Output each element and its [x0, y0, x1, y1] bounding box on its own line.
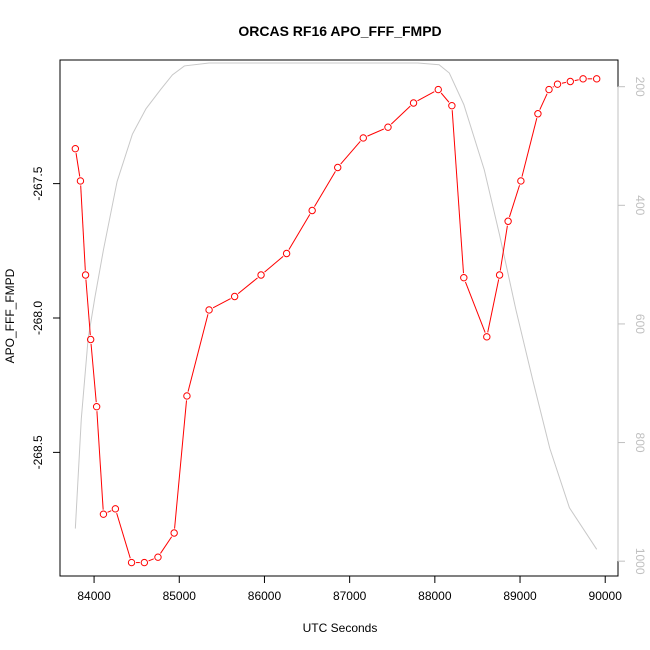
series-segment: [521, 117, 538, 177]
series-segment: [390, 105, 411, 125]
x-tick-label: 86000: [248, 589, 282, 603]
secondary-series-line: [74, 62, 598, 550]
data-point: [76, 177, 85, 185]
y-tick-label: -268.5: [31, 435, 45, 469]
data-point: [545, 85, 553, 94]
data-point: [99, 510, 108, 518]
data-point: [448, 101, 456, 110]
series-segment: [487, 279, 500, 333]
series-segment: [212, 298, 231, 309]
data-point: [170, 529, 178, 537]
series-segment: [552, 86, 554, 88]
series-segment: [288, 214, 311, 250]
data-point: [359, 134, 367, 142]
series-segments: [75, 78, 593, 564]
data-point: [257, 271, 265, 279]
y-tick-label: -268.0: [31, 301, 45, 335]
data-point: [566, 77, 574, 86]
data-point: [140, 558, 149, 567]
series-segment: [464, 281, 486, 333]
data-point: [504, 217, 512, 225]
series-segment: [417, 91, 435, 102]
x-tick-label: 87000: [333, 589, 367, 603]
series-segment: [499, 225, 508, 271]
data-point: [334, 163, 342, 172]
series-segment: [160, 536, 173, 554]
data-point: [230, 292, 239, 301]
series-segment: [90, 343, 97, 403]
data-point: [434, 85, 442, 94]
data-point: [495, 271, 504, 279]
data-point: [86, 335, 95, 344]
series-segment: [367, 128, 385, 137]
x-tick-label: 84000: [77, 589, 111, 603]
series-points: [71, 75, 601, 567]
series-segment: [174, 400, 188, 529]
y-tick-label: -267.5: [31, 166, 45, 200]
secondary-y-axis: 200 400 600 800 1000: [617, 77, 647, 575]
data-point: [127, 558, 136, 567]
data-point: [308, 206, 316, 215]
data-point: [282, 249, 291, 258]
chart-title: ORCAS RF16 APO_FFF_FMPD: [238, 23, 441, 39]
series-segment: [340, 141, 361, 165]
x-axis-label: UTC Seconds: [303, 621, 378, 635]
series-segment: [75, 153, 81, 177]
series-segment: [264, 256, 284, 273]
series-segment: [148, 558, 154, 562]
series-segment: [561, 81, 566, 84]
data-point: [154, 553, 162, 561]
secondary-y-tick-label: 1000: [633, 548, 647, 575]
data-point: [92, 402, 101, 411]
plot-frame: [59, 59, 619, 577]
data-point: [593, 75, 601, 83]
secondary-y-tick-label: 400: [633, 195, 647, 215]
series-segment: [107, 510, 112, 513]
data-point: [111, 505, 120, 513]
data-point: [460, 273, 468, 282]
secondary-y-tick-label: 200: [633, 77, 647, 97]
data-point: [579, 75, 587, 83]
series-segment: [539, 93, 548, 110]
series-segment: [96, 411, 104, 510]
x-tick-label: 85000: [163, 589, 197, 603]
series-segment: [80, 185, 86, 271]
series-segment: [508, 185, 520, 218]
series-segment: [314, 171, 336, 207]
series-segment: [451, 110, 464, 274]
data-point: [81, 271, 90, 279]
series-segment: [85, 279, 91, 336]
secondary-y-tick-label: 600: [633, 314, 647, 334]
x-tick-label: 90000: [589, 589, 623, 603]
data-point: [409, 99, 418, 107]
series-segment: [116, 512, 131, 559]
data-point: [183, 392, 191, 400]
y-axis-label: APO_FFF_FMPD: [3, 268, 17, 363]
series-segment: [187, 314, 209, 392]
data-point: [205, 306, 213, 314]
series-segment: [574, 79, 579, 82]
data-point: [553, 80, 562, 88]
x-tick-label: 89000: [503, 589, 537, 603]
data-point: [517, 177, 525, 185]
series-segment: [237, 277, 258, 295]
series-segment: [440, 92, 450, 103]
data-point: [71, 144, 80, 153]
data-point: [534, 110, 542, 118]
x-axis: 84000 85000 86000 87000 88000 89000 90000: [77, 575, 623, 603]
data-point: [483, 333, 491, 341]
secondary-y-tick-label: 800: [633, 433, 647, 453]
y-axis: -267.5 -268.0 -268.5: [31, 166, 61, 469]
data-point: [384, 123, 392, 131]
x-tick-label: 88000: [418, 589, 452, 603]
